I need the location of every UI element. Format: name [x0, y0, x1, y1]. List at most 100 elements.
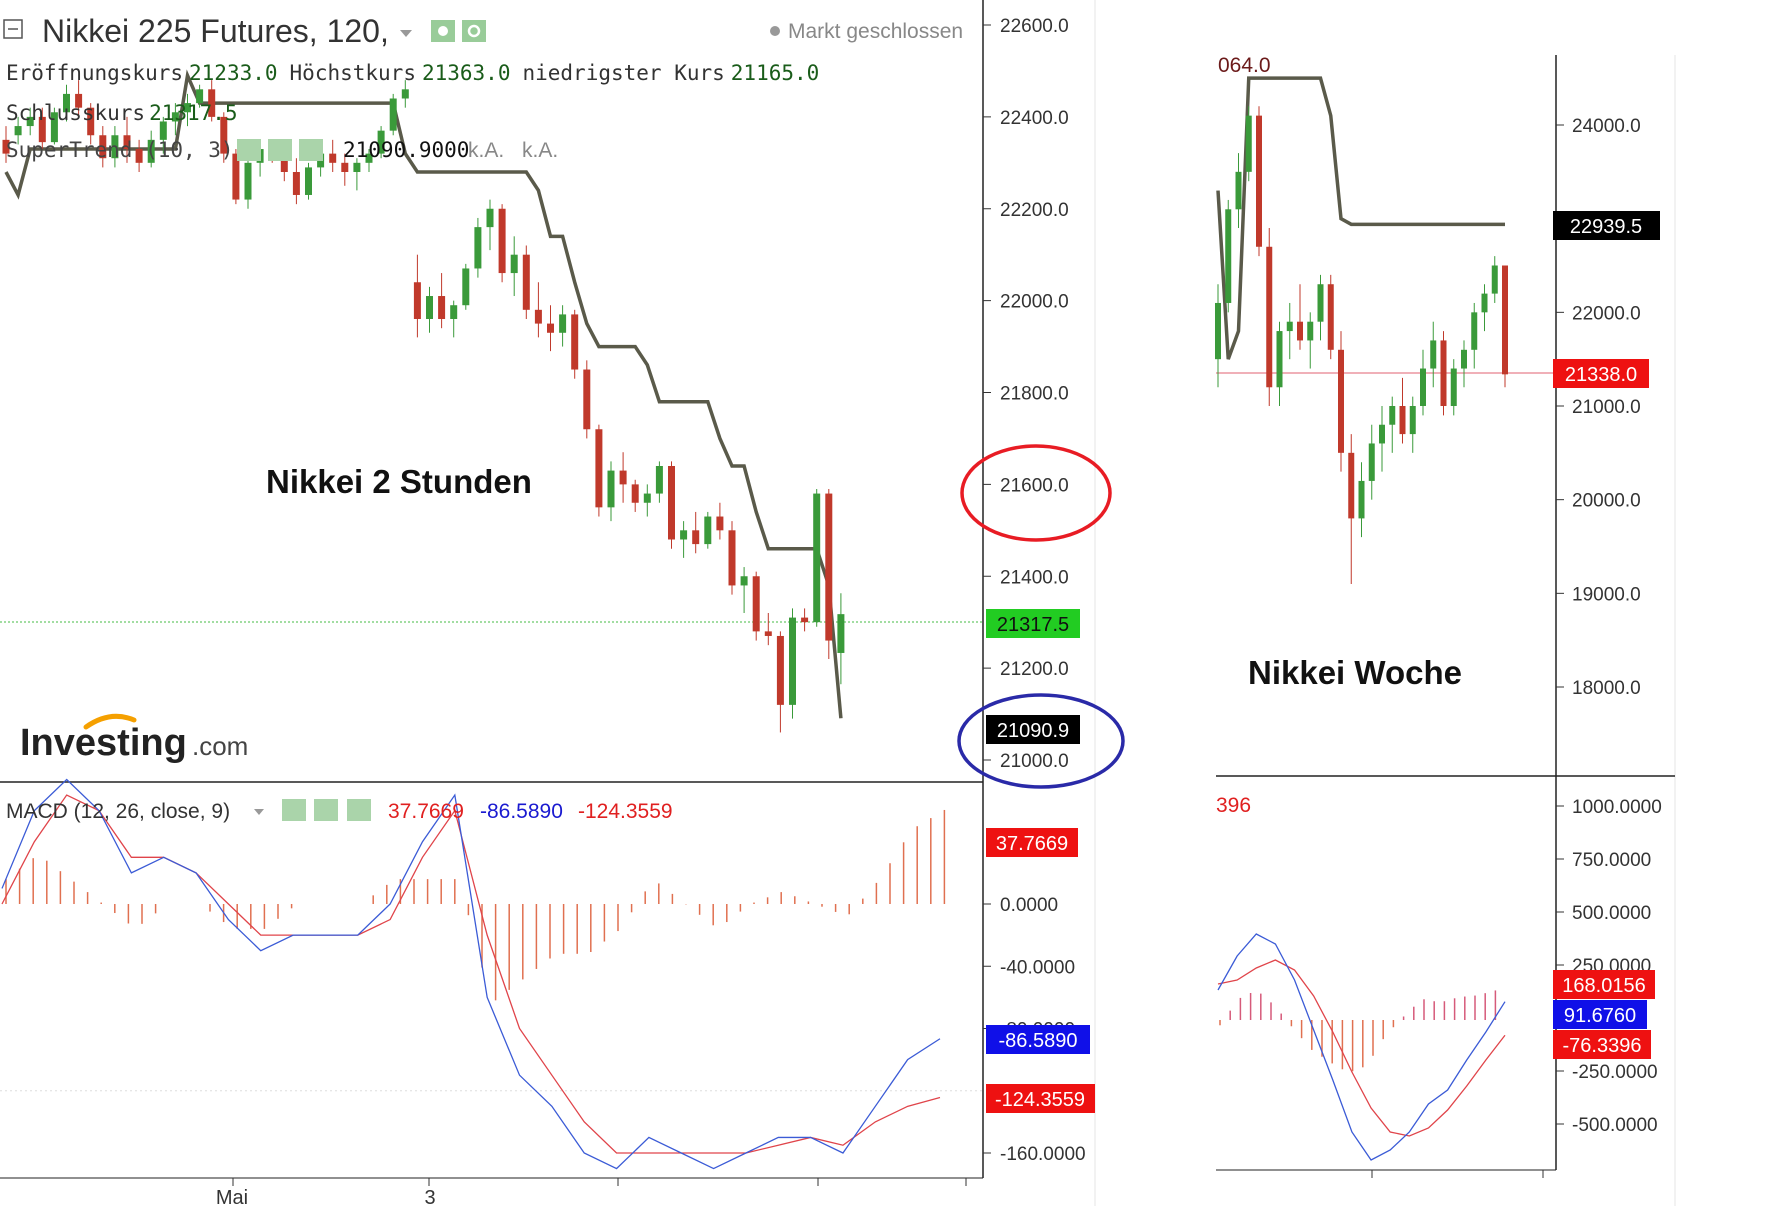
market-status: Markt geschlossen — [788, 20, 963, 43]
candle-body — [244, 162, 252, 200]
macd-signal-tag — [986, 1084, 1095, 1113]
candle-body — [583, 369, 591, 430]
right-price-tick-label: 18000.0 — [1572, 678, 1641, 699]
right-macd-main-line — [1217, 933, 1506, 1161]
right-macd-tick-label: 750.0000 — [1572, 850, 1651, 871]
candle-body — [607, 470, 615, 508]
right-candle-body — [1266, 246, 1273, 388]
right-macd-tag-3-text: -76.3396 — [1563, 1035, 1642, 1057]
indicator-label: SuperTrend (10, 3) — [6, 138, 234, 162]
right-candle-body — [1307, 321, 1314, 341]
candle-body — [534, 309, 542, 324]
candle-body — [571, 314, 579, 370]
right-macd-tag-2 — [1553, 1000, 1647, 1029]
supertrend-tag — [986, 715, 1080, 744]
macd-tick-label: 0.0000 — [1000, 895, 1058, 916]
candle-body — [99, 135, 107, 159]
candle-body — [655, 466, 663, 494]
price-tick-label: 22600.0 — [1000, 16, 1069, 37]
last-price-tag — [986, 609, 1080, 638]
candle-body — [474, 227, 482, 269]
right-candle-body — [1327, 284, 1334, 350]
candle-body — [522, 254, 530, 310]
macd-gear-icon[interactable] — [314, 799, 338, 821]
price-tick-label: 22200.0 — [1000, 200, 1069, 221]
candle-body — [837, 614, 845, 653]
macd-signal-line — [1, 794, 941, 1154]
candle-body — [329, 153, 337, 163]
candle-body — [389, 98, 397, 131]
indicator-close-icon[interactable] — [299, 139, 323, 161]
open-label: Eröffnungskurs — [6, 61, 183, 85]
candle-body — [220, 116, 228, 154]
right-candle-body — [1450, 368, 1457, 406]
macd-close-icon[interactable] — [347, 799, 371, 821]
price-tick-label: 22000.0 — [1000, 292, 1069, 313]
macd-eye-icon[interactable] — [282, 799, 306, 821]
candle-body — [208, 89, 216, 117]
macd-tick-label: -160.0000 — [1000, 1144, 1086, 1165]
collapse-icon[interactable] — [3, 19, 23, 39]
right-candle-body — [1420, 368, 1426, 406]
candle-body — [232, 153, 240, 200]
candle-body — [547, 323, 554, 333]
time-label-3: 3 — [424, 1187, 435, 1206]
right-candle-body — [1358, 480, 1365, 519]
candle-body — [776, 635, 784, 705]
right-candle-body — [1297, 321, 1303, 341]
logo-main: Investing — [20, 722, 187, 764]
right-candle-body — [1430, 340, 1437, 369]
last-price-tag-text: 21317.5 — [997, 614, 1069, 636]
right-supertrend-layer — [1216, 76, 1505, 360]
candle-body — [789, 617, 796, 705]
right-macd-tick-label: -500.0000 — [1572, 1115, 1658, 1136]
right-price-tick-label: 24000.0 — [1572, 116, 1641, 137]
candle-body — [365, 153, 373, 163]
low-label: niedrigster Kurs — [522, 61, 724, 85]
candle-body — [716, 516, 724, 531]
candle-body — [26, 116, 34, 127]
right-macd-tag-3 — [1553, 1030, 1651, 1059]
annotation-2h: Nikkei 2 Stunden — [266, 463, 532, 500]
candle-body — [801, 617, 809, 623]
chevron-down-icon[interactable] — [400, 30, 412, 37]
macd-chevron-icon[interactable] — [254, 809, 264, 815]
macd-line-tag-text: -86.5890 — [999, 1030, 1078, 1052]
price-tick-label: 21000.0 — [1000, 751, 1069, 772]
price-tick-label: 21600.0 — [1000, 475, 1069, 496]
price-tick-label: 21800.0 — [1000, 384, 1069, 405]
gear-icon[interactable] — [462, 20, 486, 42]
right-candle-body — [1225, 209, 1232, 303]
macd-hist-tag-text: 37.7669 — [996, 833, 1068, 855]
right-macd-tag-1-text: 168.0156 — [1562, 975, 1645, 997]
right-candle-body — [1286, 321, 1293, 332]
right-candle-body — [1368, 443, 1375, 481]
right-candle-body — [1389, 406, 1396, 425]
right-candle-body — [1338, 349, 1344, 453]
macd-value-signal: -124.3559 — [578, 800, 673, 823]
price-tick-label: 21200.0 — [1000, 659, 1069, 680]
right-macd-layer — [1217, 933, 1506, 1161]
macd-hist-tag — [986, 828, 1078, 857]
candle-body — [159, 121, 167, 140]
logo-suffix: .com — [192, 731, 248, 761]
candle-body — [63, 93, 70, 113]
candle-body — [87, 107, 95, 136]
left-chart: 22600.0 22400.0 22200.0 22000.0 21800.0 21600… — [0, 0, 1125, 1206]
high-value: 21363.0 — [422, 61, 511, 85]
indicator-gear-icon[interactable] — [268, 139, 292, 161]
candle-body — [438, 296, 446, 319]
right-macd-tag-1 — [1553, 970, 1655, 999]
candle-body — [510, 254, 518, 274]
right-last-price-tag-text: 21338.0 — [1565, 364, 1637, 386]
indicator-eye-icon[interactable] — [237, 139, 261, 161]
candle-body — [486, 208, 494, 228]
candle-body — [764, 631, 772, 636]
annotation-weekly: Nikkei Woche — [1248, 654, 1462, 691]
candle-body — [353, 162, 361, 172]
candle-body — [825, 493, 833, 641]
supertrend-line — [4, 69, 843, 719]
candle-body — [704, 516, 712, 545]
candle-body — [740, 576, 748, 586]
